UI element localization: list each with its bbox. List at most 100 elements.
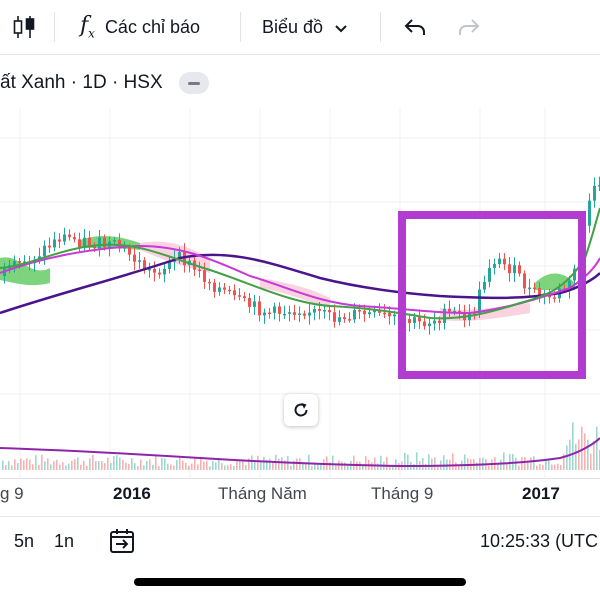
volume-bar: [296, 458, 298, 470]
candle-body: [128, 247, 131, 255]
volume-bar: [53, 461, 55, 470]
volume-bar: [548, 458, 550, 470]
volume-bar: [365, 456, 367, 470]
candle-body: [113, 240, 116, 242]
volume-bar: [542, 465, 544, 470]
volume-bar: [317, 463, 319, 470]
volume-bar: [47, 458, 49, 470]
volume-bar: [575, 443, 577, 470]
candle-body: [533, 287, 536, 290]
volume-bar: [143, 465, 145, 470]
candle-body: [568, 280, 571, 290]
volume-bar: [167, 463, 169, 470]
candle-body: [68, 234, 71, 238]
candle-body: [513, 265, 516, 274]
volume-bar: [536, 465, 538, 470]
candle-body: [268, 312, 271, 315]
volume-bar: [377, 463, 379, 470]
candle-body: [363, 310, 366, 315]
candle-body: [438, 320, 441, 324]
volume-bar: [209, 466, 211, 470]
candle-body: [103, 237, 106, 248]
range-1n-label: 1n: [54, 530, 75, 551]
volume-bar: [503, 452, 505, 470]
volume-bar: [362, 464, 364, 470]
redo-icon[interactable]: [458, 0, 480, 54]
volume-bar: [95, 461, 97, 470]
volume-bar: [14, 459, 16, 470]
candle-body: [313, 309, 316, 313]
volume-bar: [584, 433, 586, 470]
volume-bar: [65, 465, 67, 470]
collapse-legend-button[interactable]: [178, 72, 209, 94]
indicators-button[interactable]: fx Các chỉ báo: [80, 0, 200, 54]
volume-bar: [374, 457, 376, 470]
candle-body: [433, 320, 436, 324]
volume-bar: [560, 465, 562, 470]
volume-bar: [8, 461, 10, 470]
candle-body: [523, 273, 526, 289]
candle-body: [133, 254, 136, 262]
candle-body: [13, 261, 16, 266]
range-5n-button[interactable]: 5n: [14, 516, 34, 566]
volume-bar: [551, 464, 553, 470]
candle-body: [43, 245, 46, 257]
volume-bars: [0, 422, 600, 470]
volume-bar: [131, 458, 133, 470]
volume-bar: [497, 464, 499, 470]
volume-bar: [185, 463, 187, 470]
undo-icon[interactable]: [404, 0, 426, 54]
volume-bar: [578, 439, 580, 470]
volume-bar: [557, 463, 559, 470]
volume-bar: [188, 465, 190, 470]
volume-bar: [218, 457, 220, 470]
candle-body: [448, 308, 451, 312]
volume-bar: [80, 464, 82, 470]
volume-bar: [176, 459, 178, 470]
volume-bar: [413, 463, 415, 470]
volume-bar: [269, 458, 271, 470]
volume-bar: [221, 463, 223, 470]
refresh-icon: [294, 403, 308, 417]
volume-bar: [41, 454, 43, 470]
clock-time[interactable]: 10:25:33 (UTC: [480, 516, 598, 566]
candle-body: [63, 234, 66, 242]
volume-bar: [137, 466, 139, 470]
x-axis-label: Tháng Năm: [218, 484, 307, 503]
volume-bar: [320, 462, 322, 470]
candle-body: [208, 281, 211, 284]
candle-body: [158, 272, 161, 275]
volume-bar: [335, 465, 337, 470]
volume-bar: [593, 441, 595, 470]
volume-bar: [581, 426, 583, 470]
volume-bar: [407, 454, 409, 470]
candle-body: [238, 295, 241, 297]
candle-body: [503, 258, 506, 265]
candle-body: [538, 288, 541, 297]
volume-bar: [110, 463, 112, 470]
candle-body: [328, 310, 331, 313]
candle-body: [88, 237, 91, 246]
volume-bar: [20, 458, 22, 470]
candle-body: [593, 185, 596, 201]
range-1n-button[interactable]: 1n: [54, 516, 74, 566]
candle-body: [508, 264, 511, 274]
volume-bar: [428, 454, 430, 470]
volume-bar: [233, 466, 235, 470]
indicators-label: Các chỉ báo: [104, 16, 200, 37]
volume-bar: [71, 460, 73, 470]
chart-type-dropdown[interactable]: Biểu đồ: [262, 0, 347, 54]
toolbar-divider: [240, 12, 241, 42]
go-to-date-icon[interactable]: [108, 516, 138, 566]
volume-bar: [74, 459, 76, 470]
x-axis-label: 2017: [522, 484, 560, 503]
candlestick-icon[interactable]: [12, 0, 36, 54]
volume-bar: [101, 460, 103, 470]
volume-bar: [155, 455, 157, 470]
symbol-title[interactable]: ất Xanh · 1D · HSX: [0, 72, 163, 93]
volume-bar: [281, 457, 283, 470]
volume-bar: [443, 455, 445, 470]
volume-bar: [554, 464, 556, 470]
reset-chart-button[interactable]: [284, 394, 318, 426]
volume-bar: [284, 460, 286, 470]
